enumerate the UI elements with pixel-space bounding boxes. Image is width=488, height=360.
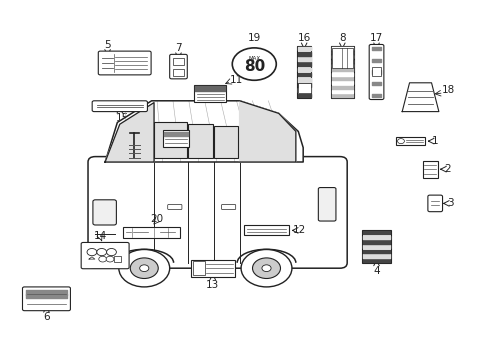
Text: 7: 7 xyxy=(175,43,182,53)
Text: 12: 12 xyxy=(292,225,305,235)
FancyBboxPatch shape xyxy=(92,101,147,112)
Bar xyxy=(371,67,380,76)
Text: 20: 20 xyxy=(150,214,163,224)
Polygon shape xyxy=(239,101,295,162)
Text: 19: 19 xyxy=(247,33,261,43)
Text: 10: 10 xyxy=(146,121,159,130)
Text: 18: 18 xyxy=(441,85,454,95)
Bar xyxy=(214,126,237,158)
FancyBboxPatch shape xyxy=(93,200,116,225)
Text: 1: 1 xyxy=(431,136,438,146)
Bar xyxy=(173,69,183,76)
FancyBboxPatch shape xyxy=(167,204,182,210)
Polygon shape xyxy=(401,83,438,112)
Bar xyxy=(395,137,425,145)
Text: 6: 6 xyxy=(43,312,50,322)
Circle shape xyxy=(140,265,148,271)
Text: 13: 13 xyxy=(205,280,219,290)
FancyBboxPatch shape xyxy=(98,51,151,75)
Circle shape xyxy=(232,48,276,80)
Circle shape xyxy=(130,258,158,279)
Polygon shape xyxy=(105,101,303,162)
Circle shape xyxy=(397,139,404,144)
Bar xyxy=(296,46,311,98)
Bar xyxy=(163,130,188,147)
Bar xyxy=(154,122,187,158)
Bar xyxy=(114,256,121,262)
Text: 80: 80 xyxy=(243,59,264,75)
Bar xyxy=(190,260,234,277)
Circle shape xyxy=(119,249,169,287)
Circle shape xyxy=(99,256,106,262)
Text: 5: 5 xyxy=(104,40,111,50)
Bar xyxy=(244,225,288,235)
Circle shape xyxy=(87,248,97,256)
FancyBboxPatch shape xyxy=(427,195,442,212)
Bar xyxy=(362,230,390,263)
Bar xyxy=(192,261,204,275)
Text: 17: 17 xyxy=(369,33,383,43)
Bar xyxy=(422,161,437,178)
FancyBboxPatch shape xyxy=(169,54,187,79)
Bar xyxy=(331,48,352,68)
Polygon shape xyxy=(105,103,154,162)
Circle shape xyxy=(241,249,291,287)
Text: MAX: MAX xyxy=(248,56,260,61)
Text: 2: 2 xyxy=(443,164,450,174)
Bar xyxy=(297,83,310,93)
Text: 4: 4 xyxy=(372,266,379,276)
Bar xyxy=(330,46,353,98)
Circle shape xyxy=(97,248,106,256)
Circle shape xyxy=(106,248,116,256)
Text: 15: 15 xyxy=(115,113,129,123)
Text: 9: 9 xyxy=(116,127,123,138)
Text: 11: 11 xyxy=(229,75,242,85)
FancyBboxPatch shape xyxy=(88,157,346,268)
FancyBboxPatch shape xyxy=(81,243,129,269)
Text: 16: 16 xyxy=(297,33,310,43)
Circle shape xyxy=(252,258,280,279)
Circle shape xyxy=(262,265,270,271)
Text: 3: 3 xyxy=(446,198,453,208)
Polygon shape xyxy=(89,257,95,259)
Text: 8: 8 xyxy=(338,33,345,43)
FancyBboxPatch shape xyxy=(368,44,383,99)
Text: 14: 14 xyxy=(94,231,107,241)
Bar xyxy=(194,85,225,102)
FancyBboxPatch shape xyxy=(318,188,335,221)
Circle shape xyxy=(106,256,114,262)
Bar xyxy=(123,227,180,238)
Bar xyxy=(188,124,212,158)
FancyBboxPatch shape xyxy=(22,287,70,311)
FancyBboxPatch shape xyxy=(221,204,235,210)
Bar xyxy=(173,58,183,65)
